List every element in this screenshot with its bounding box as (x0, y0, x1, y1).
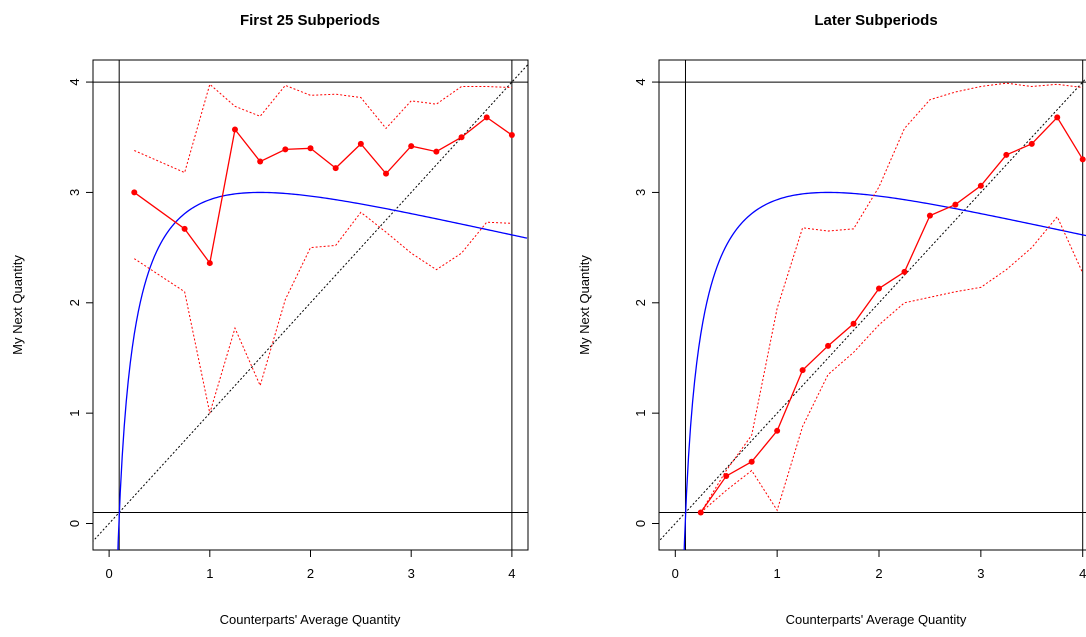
mean-point (433, 148, 440, 155)
mean-line (133, 116, 513, 265)
mean-point (901, 268, 908, 275)
x-tick-label: 3 (977, 566, 984, 581)
y-tick-label: 0 (633, 520, 648, 527)
chart-panel-2: Later Subperiods Counterparts' Average Q… (577, 12, 1086, 627)
mean-line (700, 116, 1084, 513)
x-tick-label: 1 (206, 566, 213, 581)
x-tick-label: 4 (1079, 566, 1086, 581)
y-tick-label: 1 (633, 410, 648, 417)
best-response-curve (117, 191, 528, 550)
mean-point (181, 225, 188, 232)
mean-point (1003, 151, 1010, 158)
y-tick-label: 2 (633, 299, 648, 306)
y-tick-label: 0 (67, 520, 82, 527)
mean-point (952, 201, 959, 208)
axes: 0 1 2 3 4 0 1 2 3 4 (67, 78, 516, 581)
chart-title: Later Subperiods (814, 12, 937, 29)
mean-point (1079, 156, 1086, 163)
mean-point (307, 145, 314, 152)
mean-point (231, 126, 238, 133)
mean-point (799, 367, 806, 374)
mean-point (1028, 140, 1035, 147)
chart-title: First 25 Subperiods (240, 12, 380, 29)
diagonal-line (93, 63, 528, 542)
y-axis-label: My Next Quantity (577, 255, 592, 355)
mean-point (257, 158, 264, 165)
mean-point (1054, 114, 1061, 121)
y-tick-label: 1 (67, 410, 82, 417)
x-tick-label: 4 (508, 566, 515, 581)
x-tick-label: 2 (875, 566, 882, 581)
mean-point (408, 143, 415, 150)
x-tick-label: 3 (408, 566, 415, 581)
axes: 0 1 2 3 4 0 1 2 3 4 (633, 78, 1086, 581)
x-tick-label: 0 (105, 566, 112, 581)
x-tick-label: 0 (672, 566, 679, 581)
best-response-curve (683, 191, 1086, 550)
mean-point (977, 182, 984, 189)
mean-point (850, 320, 857, 327)
mean-point (131, 189, 138, 196)
lower-band-line (700, 215, 1084, 513)
mean-point (876, 285, 882, 292)
upper-band-line (134, 83, 512, 174)
mean-point (926, 212, 933, 219)
x-tick-label: 1 (774, 566, 781, 581)
y-axis-label: My Next Quantity (10, 255, 25, 355)
chart-panel-1: First 25 Subperiods Counterparts' Averag… (10, 12, 529, 627)
mean-point (825, 342, 832, 349)
y-tick-label: 3 (633, 189, 648, 196)
plot-area (93, 60, 528, 550)
diagonal-line (659, 77, 1086, 542)
mean-point (748, 458, 755, 465)
y-tick-label: 4 (633, 78, 648, 85)
mean-point (774, 427, 781, 434)
mean-point (332, 165, 339, 172)
upper-band-line (700, 82, 1083, 513)
plot-area (659, 60, 1086, 550)
mean-point (206, 260, 213, 267)
mean-point (383, 170, 390, 177)
mean-point (282, 146, 289, 153)
y-tick-label: 2 (67, 299, 82, 306)
x-axis-label: Counterparts' Average Quantity (786, 612, 967, 627)
mean-point (458, 134, 465, 141)
lower-band-line (134, 211, 512, 414)
x-tick-label: 2 (307, 566, 314, 581)
y-tick-label: 3 (67, 189, 82, 196)
x-axis-label: Counterparts' Average Quantity (220, 612, 401, 627)
plot-frame (92, 59, 529, 551)
plot-frame (658, 59, 1086, 551)
mean-point (357, 140, 364, 147)
mean-point (723, 473, 730, 480)
y-tick-label: 4 (67, 78, 82, 85)
mean-point (483, 114, 490, 121)
mean-point (508, 132, 515, 139)
